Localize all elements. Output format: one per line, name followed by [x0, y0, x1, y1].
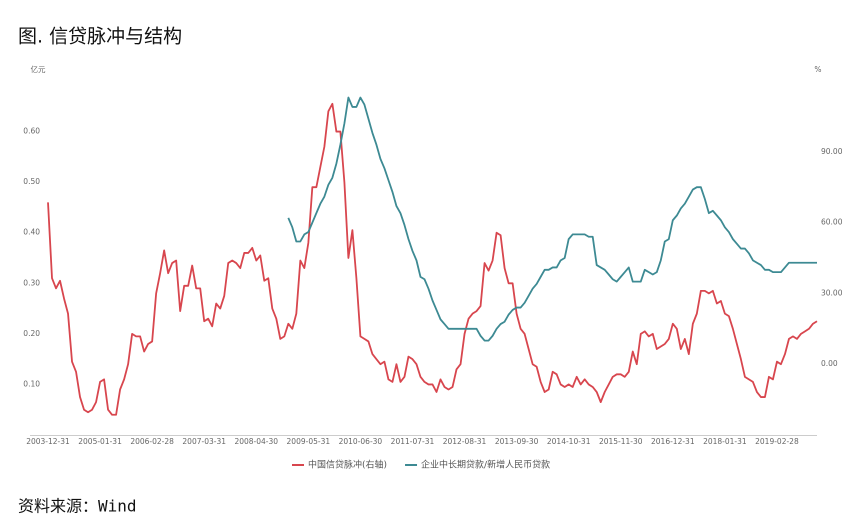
x-tick-label: 2012-08-31	[443, 437, 487, 446]
series-line	[287, 96, 817, 342]
x-tick-label: 2003-12-31	[26, 437, 70, 446]
y2-tick-label: 60.00	[821, 218, 843, 227]
y2-tick-label: 0.00	[821, 359, 838, 368]
y-tick-label: 0.10	[23, 379, 40, 388]
x-tick-label: 2008-04-30	[234, 437, 278, 446]
x-tick-label: 2005-01-31	[78, 437, 122, 446]
y2-tick-label: 90.00	[821, 147, 843, 156]
y-tick-label: 0.20	[23, 329, 40, 338]
x-tick-label: 2018-01-31	[703, 437, 747, 446]
y-tick-label: 0.30	[23, 278, 40, 287]
x-tick-label: 2010-06-30	[339, 437, 383, 446]
x-tick-label: 2016-12-31	[651, 437, 695, 446]
y-axis-unit: 亿元	[31, 64, 46, 74]
x-tick-label: 2014-10-31	[547, 437, 591, 446]
x-tick-label: 2013-09-30	[495, 437, 539, 446]
x-tick-label: 2011-07-31	[391, 437, 435, 446]
x-tick-label: 2019-02-28	[755, 437, 799, 446]
x-tick-label: 2006-02-28	[130, 437, 174, 446]
x-tick-label: 2009-05-31	[287, 437, 331, 446]
x-tick-label: 2007-03-31	[182, 437, 226, 446]
chart-title: 图. 信贷脉冲与结构	[18, 26, 182, 48]
y2-axis-unit: %	[814, 65, 821, 74]
x-tick-label: 2015-11-30	[599, 437, 643, 446]
y-tick-label: 0.40	[23, 228, 40, 237]
legend-label: 中国信贷脉冲(右轴)	[308, 459, 387, 471]
y2-tick-label: 30.00	[821, 288, 843, 297]
source-note: 资料来源：Wind	[18, 497, 137, 516]
y-tick-label: 0.50	[23, 177, 40, 186]
y-tick-label: 0.60	[23, 127, 40, 136]
legend-label: 企业中长期贷款/新增人民币贷款	[421, 459, 550, 471]
series-line	[47, 102, 818, 416]
